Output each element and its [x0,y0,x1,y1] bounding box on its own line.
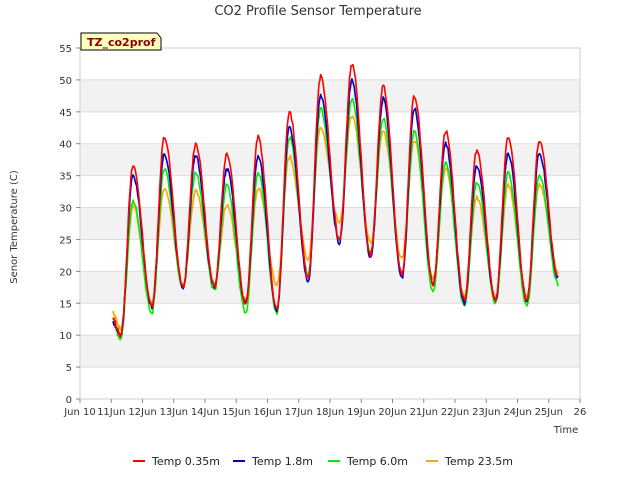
y-tick-label: 30 [59,204,72,215]
x-tick-label: 17Jun [285,407,313,418]
x-axis-title: Time [553,425,578,436]
y-tick-label: 5 [66,363,72,374]
series-line [112,63,559,338]
badge: TZ_co2prof [80,32,162,51]
x-tick-label: 24Jun [503,407,531,418]
plot-band [80,335,580,368]
series-layer [112,63,559,341]
y-tick-label: 50 [59,76,72,87]
y-tick-label: 40 [59,140,72,151]
y-axis-title: Senor Temperature (C) [9,170,20,284]
x-tick-label: 11Jun [97,407,125,418]
y-tick-label: 15 [59,299,72,310]
x-tick-label: 23Jun [472,407,500,418]
badge-box [80,32,162,51]
x-tick-label: 20Jun [378,407,406,418]
y-axis-ticks: 0 5 10 15 20 25 30 35 40 45 50 55 [59,44,80,406]
x-tick-label: 19Jun [347,407,375,418]
y-tick-label: 25 [59,235,72,246]
plot-band [80,79,580,112]
y-tick-label: 10 [59,331,72,342]
x-tick-label: 16Jun [253,407,281,418]
plot-band [80,207,580,240]
legend: Temp 0.35m Temp 1.8m Temp 6.0m Temp 23.5m [133,455,513,468]
y-tick-label: 20 [59,267,72,278]
x-tick-label: 25Jun [535,407,563,418]
x-tick-label: 12Jun [128,407,156,418]
x-tick-label: 21Jun [410,407,438,418]
badge-label: TZ_co2prof [87,36,156,49]
x-tick-label: Jun 10 [63,407,96,418]
x-tick-label: 22Jun [441,407,469,418]
legend-label: Temp 0.35m [151,455,220,468]
y-tick-label: 55 [59,44,72,55]
x-tick-label: 14Jun [191,407,219,418]
legend-label: Temp 1.8m [251,455,313,468]
x-axis-ticks: Jun 10 11Jun 12Jun 13Jun 14Jun 15Jun 16Jun 17Ju… [63,399,586,418]
y-tick-label: 0 [66,395,72,406]
x-tick-label: 18Jun [316,407,344,418]
y-tick-label: 45 [59,108,72,119]
chart-title: CO2 Profile Sensor Temperature [214,4,421,19]
legend-label: Temp 6.0m [346,455,408,468]
legend-label: Temp 23.5m [444,455,513,468]
x-tick-label: 15Jun [222,407,250,418]
y-tick-label: 35 [59,172,72,183]
x-tick-label: 26 [574,407,587,418]
x-tick-label: 13Jun [160,407,188,418]
